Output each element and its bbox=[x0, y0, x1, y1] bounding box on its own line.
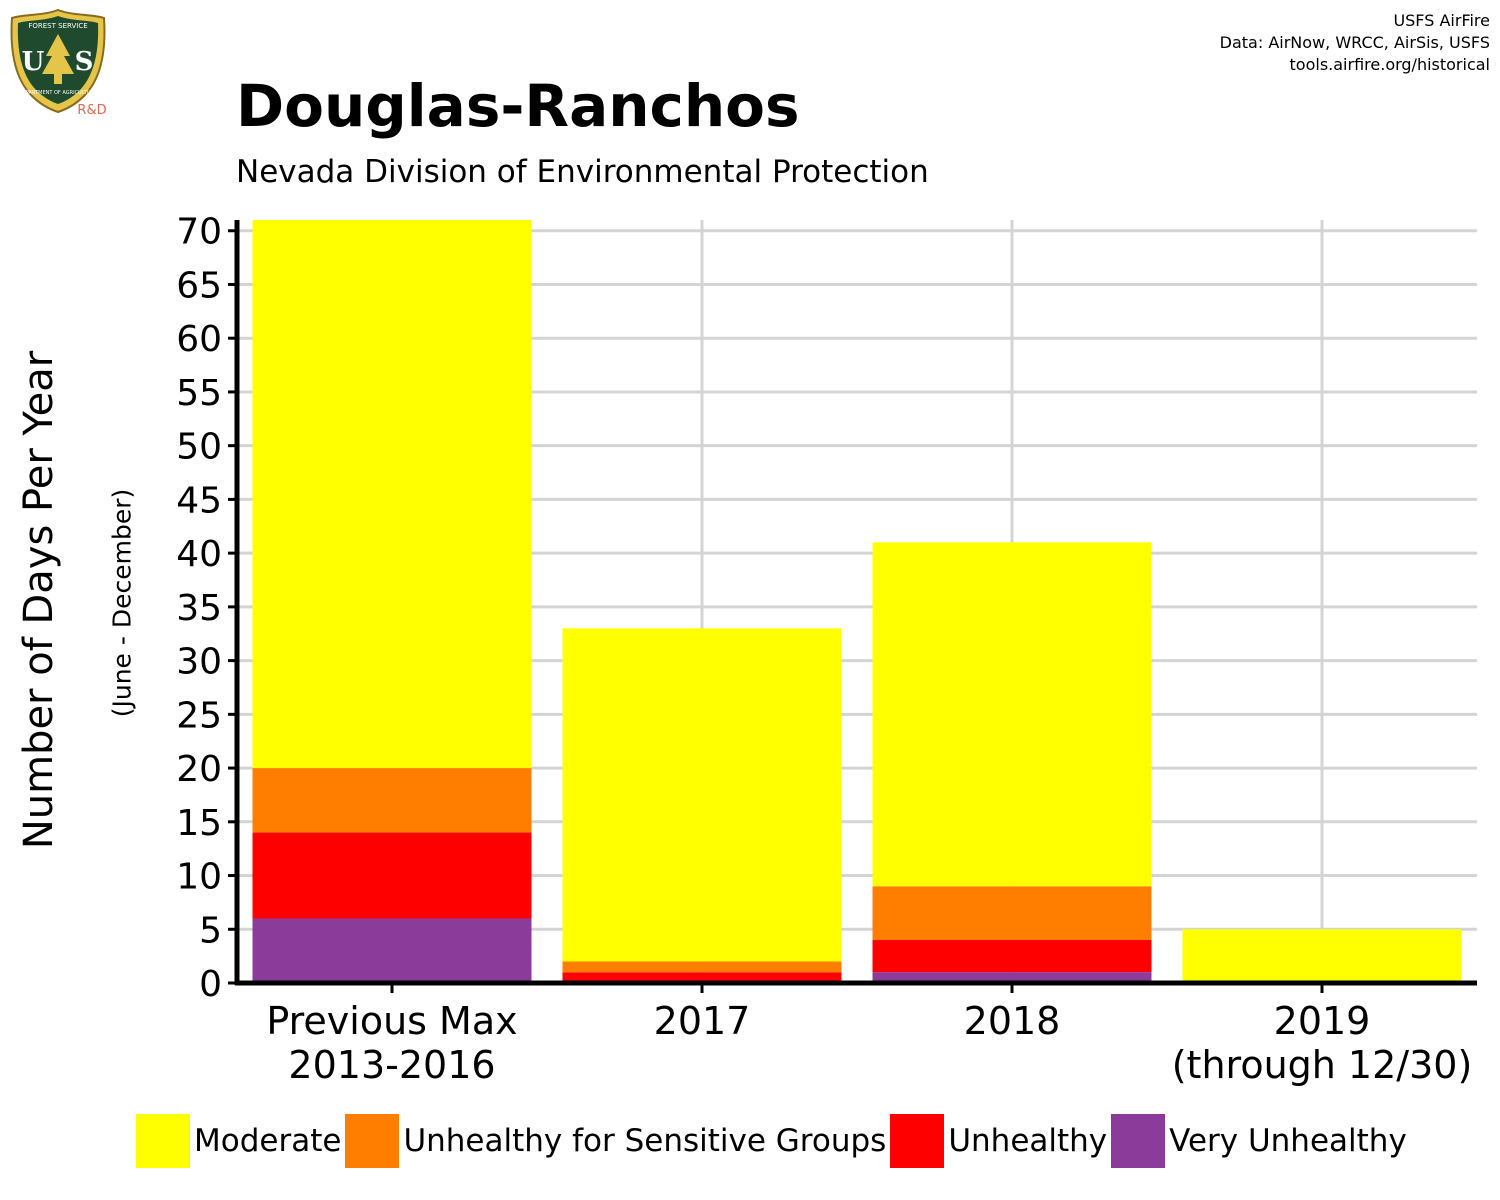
legend-swatch bbox=[345, 1114, 400, 1168]
y-tick-label: 55 bbox=[176, 373, 222, 414]
chart-title: Douglas-Ranchos bbox=[236, 72, 800, 140]
legend-label: Unhealthy bbox=[948, 1123, 1108, 1159]
logo-letter-u: U bbox=[22, 47, 45, 77]
x-tick-label: Previous Max bbox=[266, 999, 517, 1043]
y-tick-label: 5 bbox=[199, 910, 222, 951]
bar-unhealthy-for-sensitive-groups bbox=[872, 886, 1152, 941]
y-tick-label: 45 bbox=[176, 480, 222, 521]
legend-label: Very Unhealthy bbox=[1169, 1123, 1407, 1159]
logo-tag: R&D bbox=[77, 103, 106, 118]
x-tick-label: (through 12/30) bbox=[1172, 1043, 1473, 1087]
bar-moderate bbox=[872, 542, 1152, 887]
bar-moderate bbox=[252, 220, 532, 769]
y-tick-label: 30 bbox=[176, 642, 222, 683]
usfs-shield-logo: U S FOREST SERVICE DEPARTMENT OF AGRICUL… bbox=[10, 8, 107, 118]
x-tick-label: 2017 bbox=[654, 999, 751, 1043]
credit-line: tools.airfire.org/historical bbox=[1289, 55, 1490, 74]
chart-subtitle: Nevada Division of Environmental Protect… bbox=[236, 154, 929, 190]
bar-unhealthy-for-sensitive-groups bbox=[252, 768, 532, 833]
x-tick-label: 2013-2016 bbox=[288, 1043, 495, 1087]
bar-unhealthy bbox=[872, 940, 1152, 973]
y-tick-label: 0 bbox=[199, 964, 222, 1005]
bar-moderate bbox=[562, 628, 842, 962]
legend: Moderate Unhealthy for Sensitive Groups … bbox=[136, 1113, 1411, 1169]
y-tick-label: 35 bbox=[176, 588, 222, 629]
x-tick-label: 2019 bbox=[1274, 999, 1371, 1043]
y-tick-label: 25 bbox=[176, 695, 222, 736]
y-tick-label: 50 bbox=[176, 427, 222, 468]
bar-unhealthy bbox=[562, 972, 842, 983]
legend-item-very-unhealthy: Very Unhealthy bbox=[1111, 1114, 1407, 1168]
legend-swatch bbox=[890, 1114, 945, 1168]
y-tick-label: 65 bbox=[176, 265, 222, 306]
legend-item-moderate: Moderate bbox=[136, 1114, 341, 1168]
legend-label: Moderate bbox=[194, 1123, 342, 1159]
bar-unhealthy bbox=[252, 832, 532, 919]
x-tick-label: 2018 bbox=[964, 999, 1061, 1043]
y-tick-label: 15 bbox=[176, 803, 222, 844]
y-tick-label: 10 bbox=[176, 857, 222, 898]
legend-item-unhealthy: Unhealthy bbox=[890, 1114, 1107, 1168]
y-tick-label: 70 bbox=[176, 212, 222, 253]
logo-top-text: FOREST SERVICE bbox=[28, 22, 87, 30]
credit-line: USFS AirFire bbox=[1393, 11, 1490, 30]
legend-label: Unhealthy for Sensitive Groups bbox=[403, 1123, 887, 1159]
logo-letter-s: S bbox=[75, 47, 94, 77]
bar-moderate bbox=[1182, 929, 1462, 983]
legend-item-usg: Unhealthy for Sensitive Groups bbox=[345, 1114, 886, 1168]
logo-bottom-text: DEPARTMENT OF AGRICULTURE bbox=[19, 90, 97, 96]
y-tick-label: 60 bbox=[176, 319, 222, 360]
bar-very-unhealthy bbox=[252, 918, 532, 983]
bar-very-unhealthy bbox=[872, 972, 1152, 983]
credits: USFS AirFire Data: AirNow, WRCC, AirSis,… bbox=[1220, 10, 1490, 76]
bar-unhealthy-for-sensitive-groups bbox=[562, 961, 842, 973]
legend-swatch bbox=[136, 1114, 190, 1168]
credit-line: Data: AirNow, WRCC, AirSis, USFS bbox=[1219, 33, 1490, 52]
y-tick-label: 40 bbox=[176, 534, 222, 575]
pine-tree-icon bbox=[42, 34, 74, 84]
legend-swatch bbox=[1111, 1114, 1166, 1168]
y-tick-label: 20 bbox=[176, 749, 222, 790]
